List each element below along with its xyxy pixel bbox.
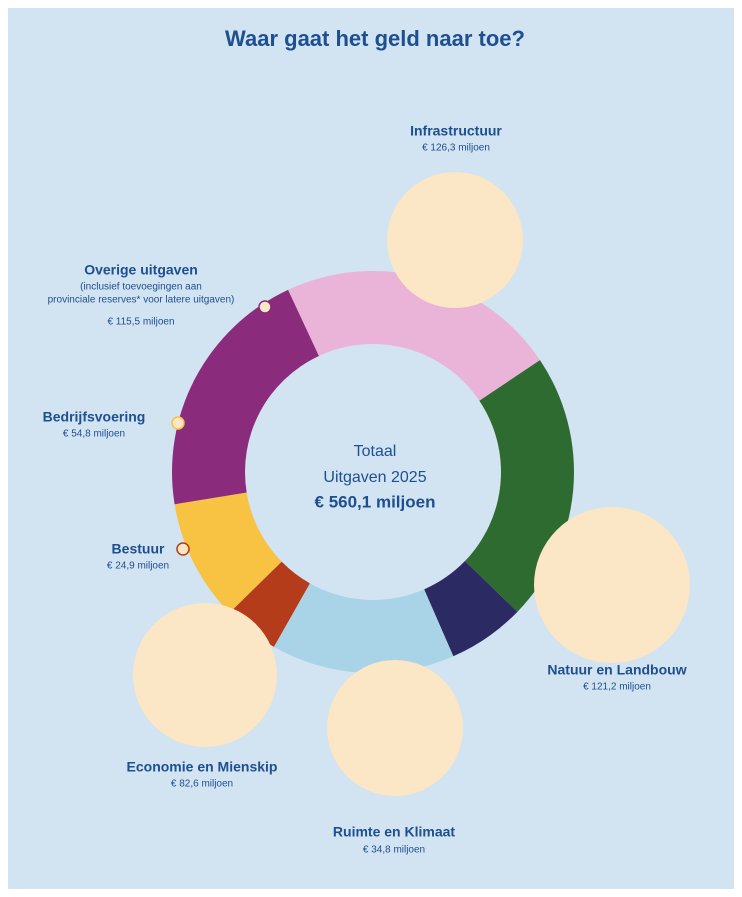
value-label: € 121,2 miljoen bbox=[583, 682, 651, 693]
value-label: € 24,9 miljoen bbox=[107, 561, 169, 572]
illustration bbox=[327, 660, 463, 796]
value-label: € 34,8 miljoen bbox=[363, 845, 425, 856]
annotation: (inclusief toevoegingen aan bbox=[80, 282, 202, 293]
illustration bbox=[534, 507, 690, 663]
connector-dot bbox=[176, 542, 190, 556]
category-label: Economie en Mienskip bbox=[127, 759, 278, 775]
illustration bbox=[387, 172, 523, 308]
category-label: Infrastructuur bbox=[410, 123, 502, 139]
connector-dot bbox=[258, 300, 272, 314]
value-label: € 115,5 miljoen bbox=[107, 317, 174, 328]
chart-title: Waar gaat het geld naar toe? bbox=[225, 26, 525, 51]
illustration bbox=[133, 603, 277, 747]
donut-slice bbox=[174, 492, 282, 613]
value-label: € 54,8 miljoen bbox=[63, 429, 125, 440]
category-label: Ruimte en Klimaat bbox=[333, 824, 455, 840]
center-text: Uitgaven 2025 bbox=[323, 469, 426, 486]
center-text: Totaal bbox=[354, 443, 397, 460]
donut-slice bbox=[424, 561, 518, 657]
category-label: Bedrijfsvoering bbox=[43, 409, 146, 425]
category-label: Overige uitgaven bbox=[84, 262, 198, 278]
donut-slice bbox=[172, 289, 319, 505]
category-label: Natuur en Landbouw bbox=[547, 662, 686, 678]
connector-dot bbox=[171, 416, 185, 430]
value-label: € 126,3 miljoen bbox=[422, 143, 490, 154]
category-label: Bestuur bbox=[112, 541, 165, 557]
donut-slice bbox=[273, 583, 454, 673]
center-total: € 560,1 miljoen bbox=[315, 492, 436, 511]
donut bbox=[172, 270, 574, 673]
value-label: € 82,6 miljoen bbox=[171, 779, 233, 790]
annotation: provinciale reserves* voor latere uitgav… bbox=[48, 295, 235, 306]
